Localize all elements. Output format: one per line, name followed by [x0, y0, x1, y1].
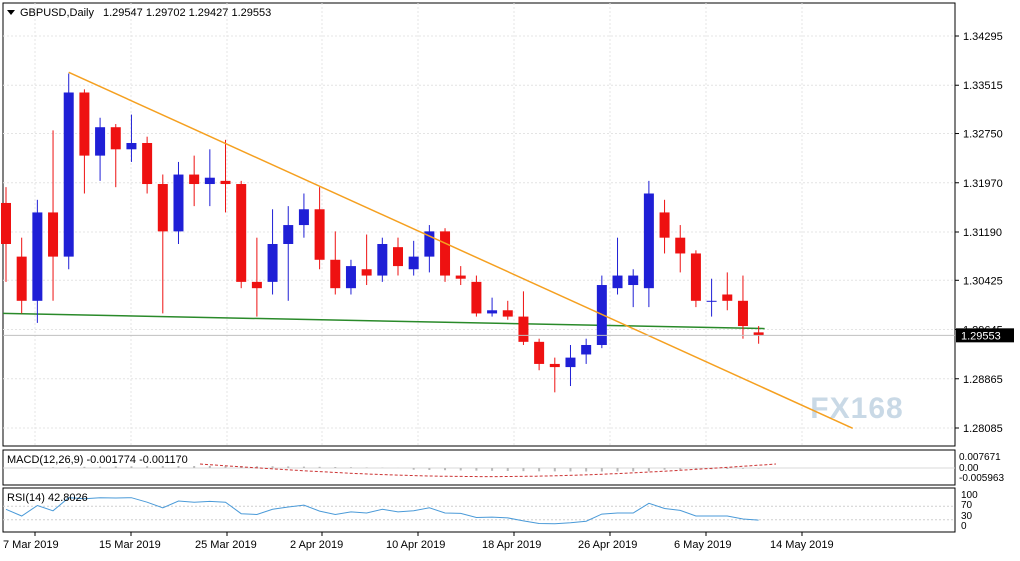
candle-bullish	[424, 231, 435, 257]
macd-scale-zero: 0.00	[959, 463, 979, 474]
candle-bearish	[1, 202, 11, 244]
candle-bearish	[251, 281, 262, 289]
candle-bearish	[110, 127, 121, 150]
candle-bullish	[204, 177, 215, 185]
candle-bullish	[628, 275, 639, 286]
candle-bullish	[565, 357, 576, 368]
candle-bullish	[63, 92, 74, 257]
candle-bearish	[314, 209, 325, 260]
time-tick-label: 26 Apr 2019	[578, 539, 637, 551]
macd-scale-low: -0.005963	[959, 473, 1004, 484]
time-tick-label: 6 May 2019	[674, 539, 731, 551]
main-panel-frame	[2, 2, 956, 447]
candle-bullish	[408, 256, 419, 270]
candle-bullish	[267, 243, 278, 282]
candle-bullish	[32, 212, 43, 301]
candle-bullish	[487, 310, 498, 314]
ma-line	[2, 312, 765, 330]
rsi-indicator	[3, 497, 955, 525]
candle-bearish	[220, 180, 231, 185]
price-tick-label: 1.33515	[963, 80, 1003, 92]
rsi-scale-100: 100	[961, 490, 978, 501]
candle-bearish	[659, 212, 670, 238]
rsi-scale-0: 0	[961, 521, 967, 532]
candle-bearish	[518, 316, 529, 342]
symbol-label: GBPUSD,Daily	[20, 7, 94, 19]
rsi-panel-frame	[2, 487, 956, 533]
time-tick-label: 2 Apr 2019	[290, 539, 343, 551]
time-tick-label: 15 Mar 2019	[99, 539, 161, 551]
candle-bearish	[549, 363, 560, 368]
candle-bearish	[361, 269, 372, 276]
candle-bearish	[79, 92, 90, 156]
rsi-label: RSI(14) 42.8026	[7, 492, 88, 504]
candle-bearish	[393, 247, 403, 267]
candle-bearish	[157, 184, 168, 232]
rsi-line	[5, 497, 759, 525]
rsi-scale-30: 30	[961, 511, 973, 522]
candle-bearish	[722, 294, 733, 301]
candle-bullish	[581, 344, 592, 355]
candle-bearish	[16, 256, 27, 301]
time-tick-label: 25 Mar 2019	[195, 539, 257, 551]
candle-bearish	[455, 275, 466, 279]
price-tick-label: 1.31190	[963, 227, 1002, 239]
trendline-segment	[68, 71, 854, 429]
candle-bearish	[471, 281, 482, 314]
candle-bearish	[675, 237, 686, 254]
watermark-logo: FX168	[810, 392, 903, 425]
candle-bearish	[189, 174, 200, 185]
current-price-label: 1.29553	[961, 330, 1001, 342]
candle-bullish	[298, 209, 309, 226]
price-tick-label: 1.34295	[963, 31, 1003, 43]
candle-bearish	[737, 300, 748, 327]
price-tick-label: 1.28865	[963, 374, 1003, 386]
macd-signal-line	[199, 463, 777, 478]
trendline[interactable]	[68, 71, 854, 429]
candle-bullish	[95, 127, 106, 156]
candle-bullish	[612, 275, 623, 289]
price-tick-label: 1.32750	[963, 129, 1003, 141]
candle-bearish	[48, 212, 59, 257]
candle-bearish	[440, 231, 451, 276]
ohlc-values: 1.29547 1.29702 1.29427 1.29553	[103, 7, 271, 19]
candle-bearish	[236, 184, 247, 282]
candle-bullish	[345, 266, 356, 289]
candle-bullish	[706, 300, 717, 302]
time-tick-label: 10 Apr 2019	[386, 539, 445, 551]
time-tick-label: 18 Apr 2019	[482, 539, 541, 551]
price-tick-label: 1.30425	[963, 275, 1003, 287]
candle-bullish	[377, 243, 388, 276]
rsi-scale-70: 70	[961, 500, 973, 511]
current-price-tag	[956, 328, 1014, 343]
candle-bearish	[690, 253, 701, 301]
dropdown-triangle-icon[interactable]	[7, 10, 15, 15]
time-tick-label: 14 May 2019	[770, 539, 834, 551]
time-axis: 7 Mar 2019 15 Mar 2019 25 Mar 2019 2 Apr 20…	[3, 532, 834, 551]
candle-bullish	[126, 142, 137, 150]
candle-bullish	[283, 225, 294, 244]
price-tick-label: 1.28085	[963, 423, 1003, 435]
candle-bearish	[142, 142, 153, 185]
candle-bearish	[753, 332, 764, 336]
macd-label: MACD(12,26,9) -0.001774 -0.001170	[7, 454, 188, 466]
candle-bearish	[330, 259, 341, 289]
price-tick-label: 1.31970	[963, 178, 1003, 190]
macd-scale-high: 0.007671	[959, 452, 1001, 463]
macd-indicator	[3, 463, 955, 478]
moving-average-line	[2, 312, 765, 330]
candle-bullish	[643, 193, 654, 289]
candle-bearish	[502, 310, 513, 317]
candle-bullish	[173, 174, 184, 232]
time-tick-label: 7 Mar 2019	[3, 539, 59, 551]
price-axis: 1.34295 1.33515 1.32750 1.31970 1.31190 1.304…	[955, 31, 1003, 435]
candle-bearish	[534, 341, 545, 364]
